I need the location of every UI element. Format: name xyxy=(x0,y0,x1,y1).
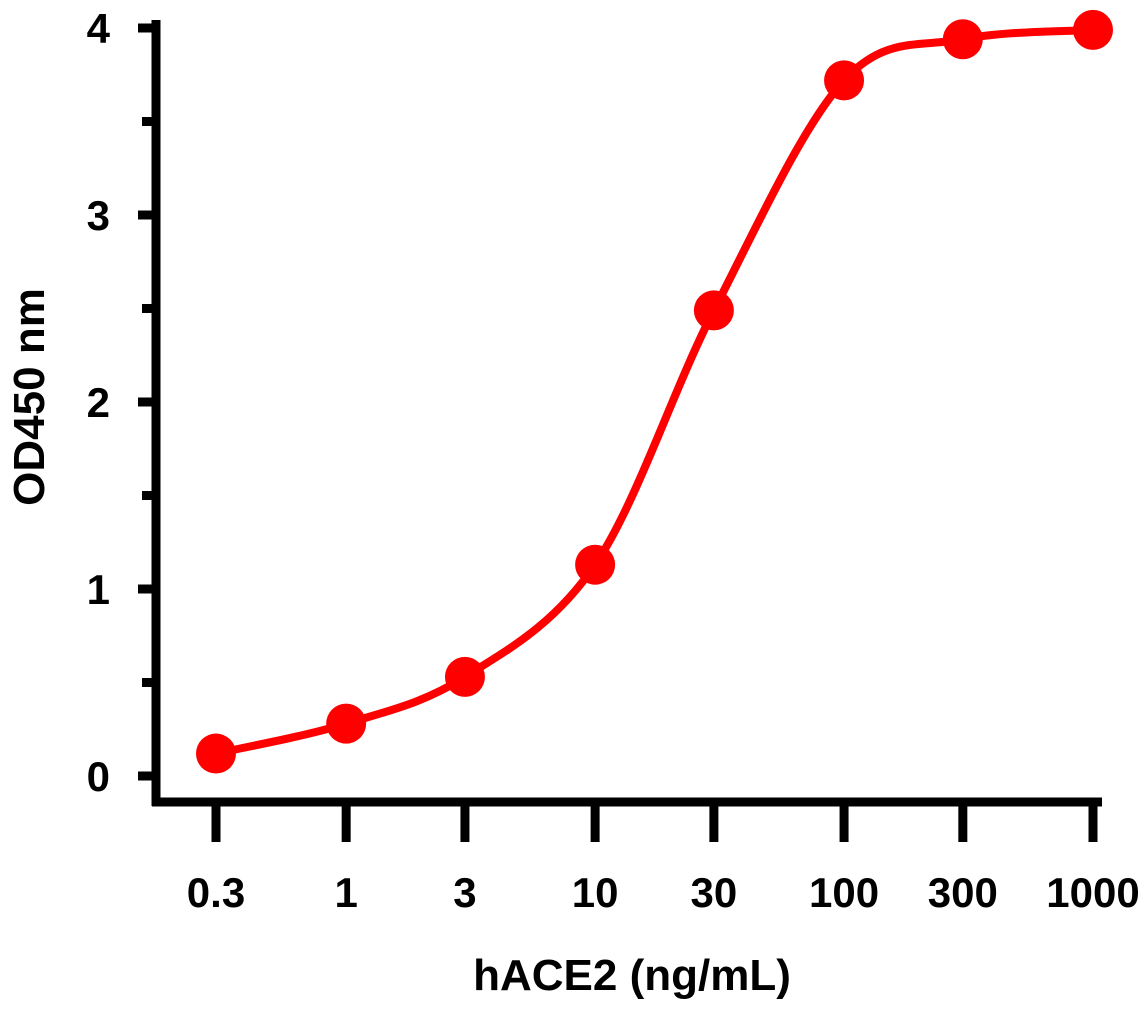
x-tick-label: 1 xyxy=(334,869,357,916)
x-tick-label: 10 xyxy=(572,869,619,916)
y-tick-label: 2 xyxy=(87,379,110,426)
y-axis: 0 1 2 3 4 xyxy=(87,5,161,806)
y-tick-label: 0 xyxy=(87,753,110,800)
x-tick-label: 0.3 xyxy=(187,869,245,916)
x-axis: 0.3 1 3 10 30 100 300 1000 xyxy=(152,797,1140,916)
x-tick-label: 3 xyxy=(453,869,476,916)
x-tick-label: 1000 xyxy=(1046,869,1139,916)
data-point xyxy=(693,290,734,331)
data-point xyxy=(196,733,236,774)
x-axis-title: hACE2 (ng/mL) xyxy=(473,951,791,1000)
y-axis-title: OD450 nm xyxy=(5,288,54,506)
x-tick-label: 100 xyxy=(809,869,879,916)
data-point xyxy=(942,19,983,60)
x-tick-label: 300 xyxy=(928,869,998,916)
y-tick-label: 4 xyxy=(87,5,111,52)
x-tick-label: 30 xyxy=(691,869,738,916)
data-point xyxy=(824,60,865,101)
data-point xyxy=(1073,9,1113,50)
series-line xyxy=(212,25,1097,758)
y-tick-label: 1 xyxy=(87,566,110,613)
data-point xyxy=(575,544,616,585)
y-tick-label: 3 xyxy=(87,192,110,239)
series-group xyxy=(196,9,1113,774)
data-point xyxy=(326,703,367,744)
data-point xyxy=(444,656,485,697)
